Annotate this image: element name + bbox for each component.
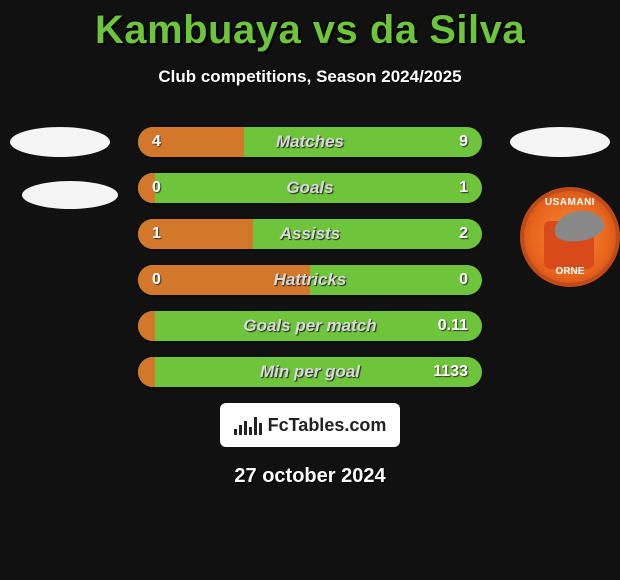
player2-avatar-placeholder xyxy=(510,127,610,157)
date-label: 27 october 2024 xyxy=(0,465,620,488)
stat-value-right: 1133 xyxy=(433,357,468,387)
stat-label: Goals per match xyxy=(138,311,482,341)
stat-value-right: 1 xyxy=(459,173,468,203)
stats-list: 4Matches90Goals11Assists20Hattricks0Goal… xyxy=(138,127,482,387)
stat-row: 0Hattricks0 xyxy=(138,265,482,295)
stat-label: Goals xyxy=(138,173,482,203)
club-logo-text-bottom: ORNE xyxy=(524,266,616,277)
stat-label: Hattricks xyxy=(138,265,482,295)
subtitle: Club competitions, Season 2024/2025 xyxy=(0,67,620,87)
stat-row: 0Goals1 xyxy=(138,173,482,203)
fctables-icon xyxy=(234,415,262,435)
page-title: Kambuaya vs da Silva xyxy=(0,0,620,53)
stat-value-right: 0.11 xyxy=(438,311,468,341)
source-badge[interactable]: FcTables.com xyxy=(220,403,400,447)
stat-row: 1Assists2 xyxy=(138,219,482,249)
stat-label: Matches xyxy=(138,127,482,157)
stat-label: Min per goal xyxy=(138,357,482,387)
stat-value-right: 9 xyxy=(459,127,468,157)
stat-value-right: 0 xyxy=(459,265,468,295)
stat-row: Min per goal1133 xyxy=(138,357,482,387)
stat-value-right: 2 xyxy=(459,219,468,249)
stat-row: Goals per match0.11 xyxy=(138,311,482,341)
player2-club-logo: USAMANI ORNE xyxy=(520,187,620,287)
player1-club-placeholder xyxy=(22,181,118,209)
stat-row: 4Matches9 xyxy=(138,127,482,157)
player1-avatar-placeholder xyxy=(10,127,110,157)
source-label: FcTables.com xyxy=(268,415,387,436)
club-logo-text-top: USAMANI xyxy=(524,197,616,208)
stat-label: Assists xyxy=(138,219,482,249)
comparison-panel: USAMANI ORNE 4Matches90Goals11Assists20H… xyxy=(0,127,620,387)
